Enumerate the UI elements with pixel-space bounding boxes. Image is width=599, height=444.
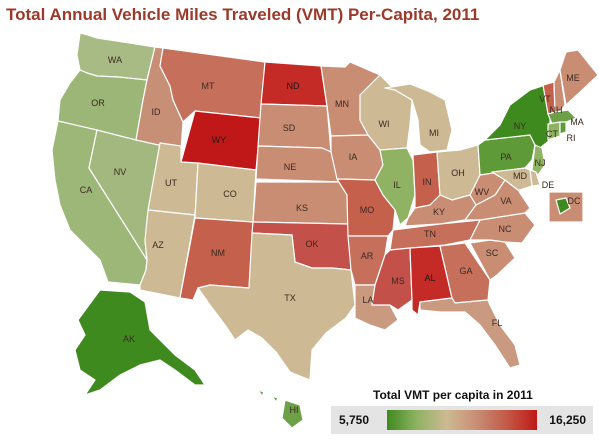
state-ak (74, 289, 206, 396)
label-ut: UT (165, 178, 177, 188)
label-nc: NC (499, 224, 512, 234)
state-me (559, 49, 599, 106)
label-nd: ND (287, 81, 300, 91)
label-ga: GA (459, 266, 472, 276)
legend-min-label: 5,750 (339, 413, 370, 427)
label-fl: FL (492, 318, 503, 328)
label-wa: WA (108, 55, 122, 65)
label-md: MD (513, 171, 527, 181)
label-tx: TX (284, 293, 296, 303)
label-tn: TN (424, 229, 436, 239)
label-id: ID (152, 107, 162, 117)
label-vt: VT (539, 94, 551, 104)
label-ct: CT (546, 129, 558, 139)
label-al: AL (424, 273, 435, 283)
state-ne (255, 145, 343, 183)
label-wy: WY (212, 135, 227, 145)
label-wv: WV (475, 187, 490, 197)
state-nj (531, 144, 546, 176)
label-ks: KS (296, 203, 308, 213)
label-ok: OK (305, 239, 318, 249)
label-mn: MN (335, 99, 349, 109)
state-nh (553, 69, 566, 113)
label-in: IN (423, 177, 432, 187)
label-ma: MA (570, 117, 584, 127)
label-ak: AK (123, 334, 135, 344)
legend-max-label: 16,250 (549, 413, 586, 427)
label-wi: WI (379, 119, 390, 129)
label-mt: MT (202, 81, 215, 91)
state-mi (384, 83, 453, 153)
label-ca: CA (80, 185, 93, 195)
label-or: OR (91, 98, 105, 108)
map-title: Total Annual Vehicle Miles Traveled (VMT… (6, 5, 480, 24)
label-co: CO (223, 189, 237, 199)
label-sd: SD (283, 123, 296, 133)
legend: Total VMT per capita in 2011 5,750 16,25… (331, 388, 593, 436)
label-ny: NY (514, 121, 527, 131)
state-ri (559, 121, 567, 135)
state-il (374, 147, 416, 226)
label-me: ME (566, 73, 580, 83)
label-nm: NM (211, 248, 225, 258)
label-hi: HI (290, 405, 299, 415)
label-dc: DC (568, 196, 581, 206)
label-oh: OH (451, 168, 465, 178)
label-ne: NE (284, 162, 297, 172)
label-sc: SC (486, 248, 499, 258)
state-ct (547, 121, 561, 141)
legend-title: Total VMT per capita in 2011 (373, 388, 533, 402)
state-md (491, 167, 533, 191)
legend-gradient-bar (387, 410, 537, 430)
state-hi (257, 389, 304, 429)
state-dc (555, 197, 571, 215)
label-az: AZ (152, 240, 164, 250)
label-mi: MI (429, 128, 439, 138)
state-tx (197, 232, 356, 381)
label-ms: MS (391, 276, 405, 286)
label-ri: RI (567, 133, 576, 143)
state-labels: WA OR CA NV ID MT WY UT AZ CO NM ND SD N… (80, 55, 584, 415)
label-ia: IA (349, 152, 358, 162)
label-ky: KY (433, 207, 445, 217)
label-la: LA (362, 295, 373, 305)
label-mo: MO (360, 205, 375, 215)
label-nj: NJ (535, 158, 546, 168)
label-ar: AR (361, 251, 374, 261)
label-pa: PA (500, 152, 511, 162)
state-fl (419, 297, 521, 369)
legend-box: 5,750 16,250 (331, 406, 593, 434)
label-va: VA (500, 196, 511, 206)
label-il: IL (393, 180, 401, 190)
label-nv: NV (114, 167, 127, 177)
label-de: DE (542, 180, 555, 190)
label-nh: NH (550, 105, 563, 115)
